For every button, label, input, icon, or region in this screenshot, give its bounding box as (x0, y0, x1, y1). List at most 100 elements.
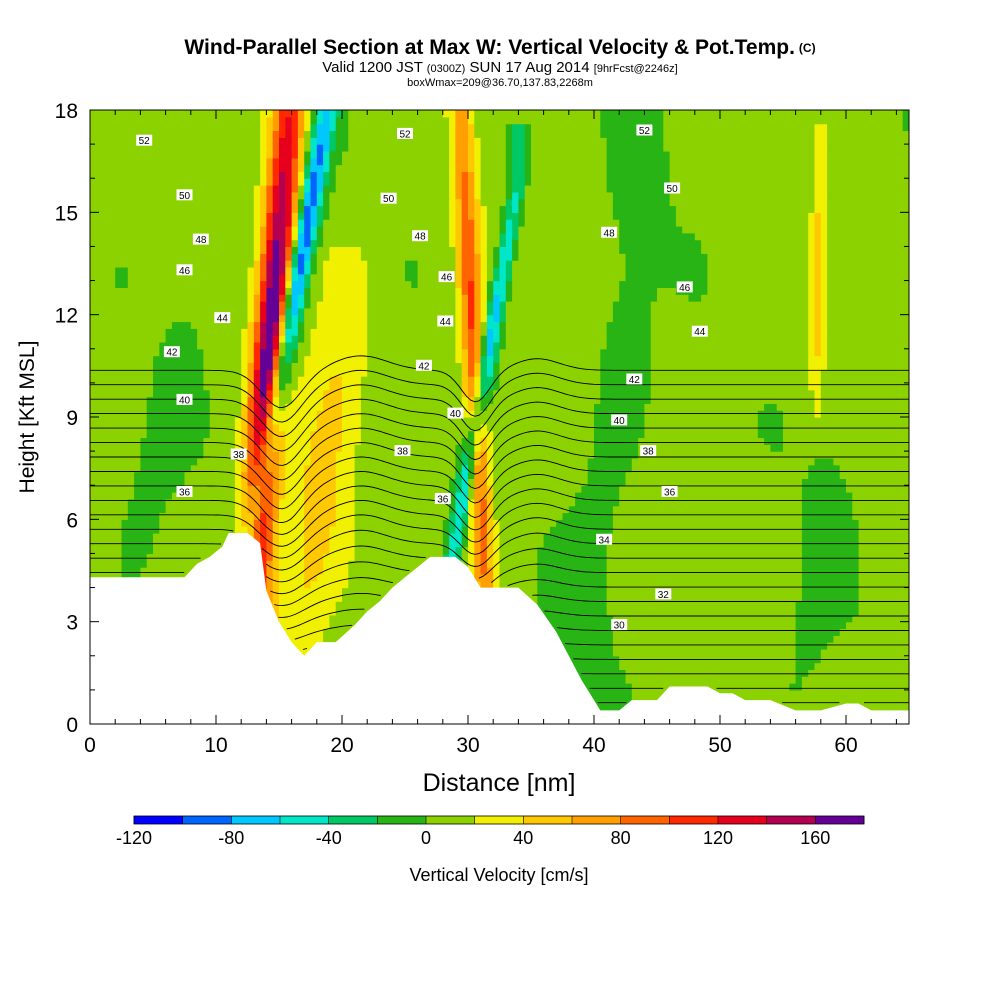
field-cell (493, 485, 501, 493)
field-cell (783, 471, 790, 479)
field-cell (694, 601, 702, 609)
field-cell (102, 505, 110, 514)
field-cell (260, 505, 267, 514)
field-cell (234, 478, 242, 486)
field-cell (304, 526, 312, 534)
field-cell (581, 642, 589, 650)
field-cell (549, 621, 557, 630)
field-cell (650, 512, 658, 520)
field-cell (757, 471, 765, 479)
field-cell (474, 492, 482, 500)
field-cell (757, 526, 765, 534)
field-cell (713, 580, 721, 589)
field-cell (127, 471, 135, 479)
field-cell (902, 628, 909, 636)
field-cell (783, 628, 790, 636)
field-cell (108, 560, 116, 568)
field-cell (310, 635, 318, 643)
field-cell (669, 560, 677, 568)
field-cell (304, 505, 312, 514)
field-cell (650, 546, 658, 555)
field-cell (675, 601, 683, 609)
field-cell (108, 464, 116, 473)
field-cell (549, 519, 557, 527)
field-cell (694, 485, 702, 493)
field-cell (669, 546, 677, 555)
field-cell (190, 553, 198, 561)
field-cell (562, 512, 570, 520)
field-cell (134, 519, 141, 527)
field-cell (600, 662, 608, 671)
field-cell (537, 594, 545, 602)
field-cell (606, 485, 614, 493)
field-cell (713, 464, 721, 473)
field-cell (612, 567, 620, 575)
field-cell (543, 498, 551, 507)
field-cell (726, 608, 734, 616)
field-cell (720, 621, 727, 630)
field-cell (316, 601, 324, 609)
field-cell (430, 532, 438, 541)
field-cell (297, 580, 305, 589)
field-cell (316, 505, 324, 514)
field-cell (713, 526, 721, 534)
field-cell (871, 492, 879, 500)
field-cell (890, 696, 897, 705)
field-cell (745, 642, 753, 650)
field-cell (184, 519, 192, 527)
field-cell (808, 594, 816, 602)
field-cell (417, 546, 425, 555)
field-cell (871, 498, 879, 507)
field-cell (846, 526, 853, 534)
field-cell (720, 512, 727, 520)
field-cell (329, 539, 337, 548)
field-cell (657, 580, 664, 589)
field-cell (102, 560, 110, 568)
field-cell (342, 553, 349, 561)
field-cell (392, 539, 400, 548)
field-cell (764, 608, 771, 616)
field-cell (367, 553, 375, 561)
field-cell (121, 526, 129, 534)
field-cell (600, 526, 608, 534)
field-cell (738, 594, 746, 602)
field-cell (127, 478, 135, 486)
field-cell (694, 608, 702, 616)
field-cell (669, 471, 677, 479)
field-cell (329, 478, 337, 486)
field-cell (203, 505, 211, 514)
field-cell (650, 567, 658, 575)
field-cell (417, 492, 425, 500)
field-cell (896, 621, 904, 630)
field-cell (650, 471, 658, 479)
field-cell (90, 519, 97, 527)
field-cell (858, 601, 866, 609)
field-cell (638, 478, 645, 486)
field-cell (902, 478, 909, 486)
field-cell (329, 464, 337, 473)
field-cell (348, 560, 356, 568)
field-cell (518, 478, 526, 486)
field-cell (600, 546, 608, 555)
chart-title-text: Wind-Parallel Section at Max W: Vertical… (184, 36, 795, 59)
field-cell (423, 485, 431, 493)
field-cell (531, 573, 538, 582)
field-cell (846, 560, 853, 568)
field-cell (108, 478, 116, 486)
field-cell (354, 580, 362, 589)
field-cell (537, 519, 545, 527)
field-cell (883, 635, 891, 643)
field-cell (115, 512, 123, 520)
field-cell (436, 539, 444, 548)
field-cell (253, 457, 261, 466)
field-cell (688, 676, 696, 684)
field-cell (682, 614, 690, 623)
field-cell (606, 505, 614, 514)
field-cell (764, 546, 771, 555)
field-cell (745, 648, 753, 657)
field-cell (650, 648, 658, 657)
field-cell (474, 471, 482, 479)
field-cell (398, 519, 406, 527)
field-cell (795, 642, 803, 650)
field-cell (864, 696, 872, 705)
